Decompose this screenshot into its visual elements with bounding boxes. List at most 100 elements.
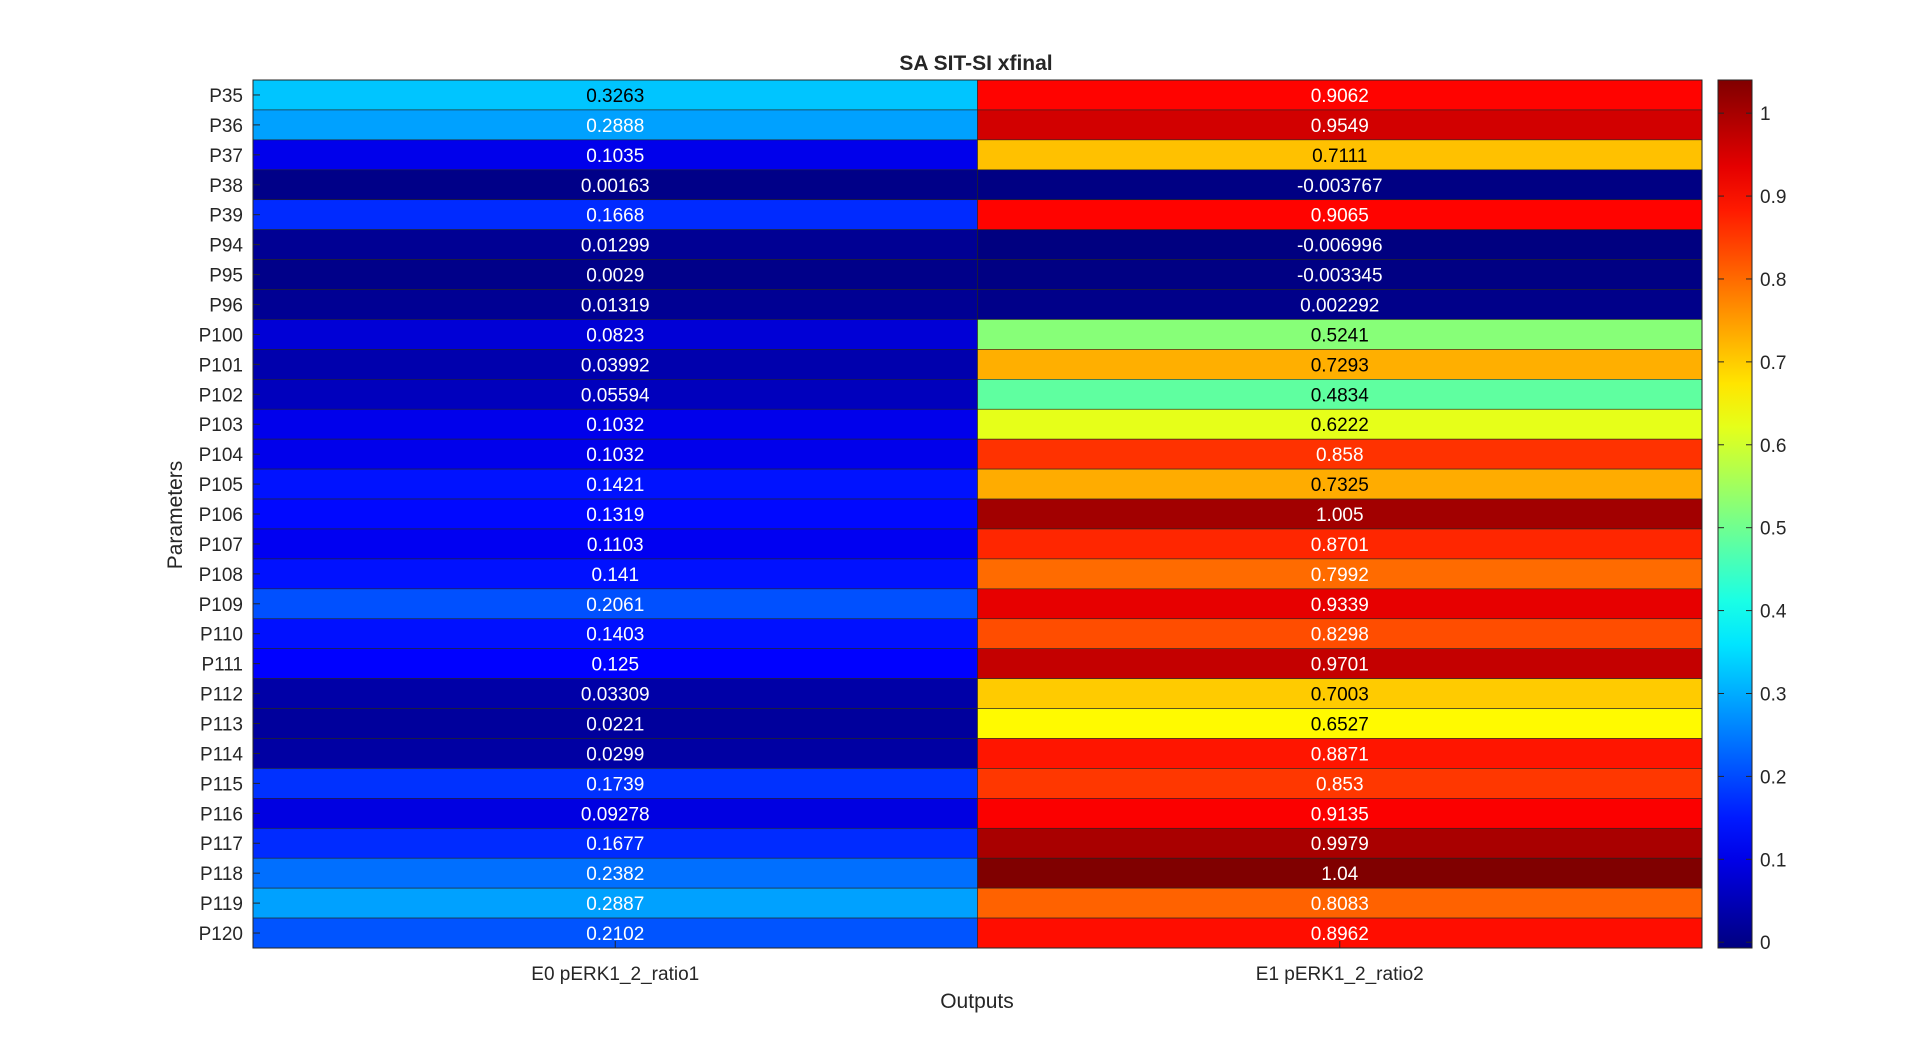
cell-value-label: 1.005 — [1316, 505, 1364, 526]
cell-value-label: 0.1032 — [586, 445, 644, 466]
row-label: P120 — [199, 924, 243, 945]
cell-value-label: 0.7992 — [1311, 565, 1369, 586]
colorbar-tick-label: 0.9 — [1760, 187, 1786, 208]
cell-value-label: 0.8871 — [1311, 744, 1369, 765]
cell-value-label: 0.03992 — [581, 355, 650, 376]
colorbar-tick-label: 0.8 — [1760, 270, 1786, 291]
cell-value-label: 0.1739 — [586, 774, 644, 795]
row-label: P95 — [209, 266, 243, 287]
row-label: P111 — [201, 655, 243, 676]
cell-value-label: 0.0299 — [586, 744, 644, 765]
cell-value-label: -0.003345 — [1297, 266, 1383, 287]
colorbar-tick-label: 1 — [1760, 104, 1771, 125]
cell-value-label: 0.1035 — [586, 146, 644, 167]
cell-value-label: 0.9701 — [1311, 655, 1369, 676]
row-label: P108 — [199, 565, 243, 586]
cell-value-label: 0.7325 — [1311, 475, 1369, 496]
cell-value-label: 0.8701 — [1311, 535, 1369, 556]
cell-value-label: 0.0029 — [586, 266, 644, 287]
row-label: P94 — [209, 236, 243, 257]
row-label: P116 — [200, 804, 243, 825]
colorbar-tick-label: 0.5 — [1760, 519, 1786, 540]
row-label: P109 — [199, 595, 243, 616]
cell-value-label: 0.2887 — [586, 894, 644, 915]
cell-value-label: 0.9339 — [1311, 595, 1369, 616]
cell-value-label: 0.5241 — [1311, 325, 1369, 346]
row-label: P39 — [209, 206, 243, 227]
colorbar-tick-label: 0.7 — [1760, 353, 1786, 374]
row-label: P104 — [199, 445, 244, 466]
cell-value-label: 0.2888 — [586, 116, 644, 137]
cell-value-label: 0.00163 — [581, 176, 650, 197]
cell-value-label: 0.4834 — [1311, 385, 1370, 406]
cell-value-label: 0.2061 — [586, 595, 644, 616]
column-label: E0 pERK1_2_ratio1 — [531, 964, 699, 985]
row-label: P100 — [199, 325, 243, 346]
cell-value-label: 0.1668 — [586, 206, 644, 227]
colorbar-tick-label: 0.6 — [1760, 436, 1786, 457]
row-label: P110 — [200, 625, 243, 646]
cell-value-label: 0.9065 — [1311, 206, 1369, 227]
row-label: P107 — [199, 535, 243, 556]
row-label: P114 — [200, 744, 243, 765]
cell-value-label: 0.9549 — [1311, 116, 1369, 137]
cell-value-label: 0.03309 — [581, 685, 650, 706]
cell-value-label: 0.9062 — [1311, 86, 1369, 107]
colorbar-tick-label: 0.3 — [1760, 684, 1786, 705]
cell-value-label: 0.05594 — [581, 385, 650, 406]
cell-value-label: 0.853 — [1316, 774, 1364, 795]
colorbar-tick-label: 0.4 — [1760, 602, 1787, 623]
heatmap-cells: 0.3263 0.9062 0.2888 0.9549 0.1035 0.7111 0.00… — [253, 80, 1702, 948]
column-label: E1 pERK1_2_ratio2 — [1256, 964, 1424, 985]
cell-value-label: 0.7003 — [1311, 685, 1369, 706]
row-label: P102 — [199, 385, 243, 406]
row-label: P101 — [199, 355, 243, 376]
colorbar-tick-label: 0.1 — [1760, 850, 1786, 871]
cell-value-label: 0.125 — [591, 655, 639, 676]
cell-value-label: 0.9135 — [1311, 804, 1369, 825]
colorbar-tick-label: 0.2 — [1760, 767, 1786, 788]
row-label: P37 — [209, 146, 243, 167]
cell-value-label: 0.1403 — [586, 625, 644, 646]
cell-value-label: 0.1103 — [587, 535, 644, 556]
y-axis-label: Parameters — [164, 461, 187, 570]
row-label: P106 — [199, 505, 243, 526]
row-label: P105 — [199, 475, 243, 496]
row-label: P38 — [209, 176, 243, 197]
cell-value-label: 0.6527 — [1311, 715, 1369, 736]
cell-value-label: 0.6222 — [1311, 415, 1369, 436]
cell-value-label: 0.1319 — [586, 505, 644, 526]
row-labels: P35 P36 P37 P38 P39 P94 P95 P96 P100 P101 P102 P103… — [199, 86, 260, 945]
cell-value-label: 0.858 — [1316, 445, 1364, 466]
cell-value-label: 0.141 — [591, 565, 639, 586]
cell-value-label: -0.003767 — [1297, 176, 1383, 197]
row-label: P35 — [209, 86, 243, 107]
cell-value-label: 0.7111 — [1312, 146, 1367, 167]
row-label: P117 — [200, 834, 243, 855]
cell-value-label: 0.8083 — [1311, 894, 1369, 915]
row-label: P103 — [199, 415, 243, 436]
cell-value-label: 0.9979 — [1311, 834, 1369, 855]
cell-value-label: 1.04 — [1321, 864, 1358, 885]
cell-value-label: 0.01319 — [581, 295, 650, 316]
cell-value-label: 0.01299 — [581, 236, 650, 257]
cell-value-label: 0.3263 — [586, 86, 644, 107]
row-label: P118 — [200, 864, 243, 885]
cell-value-label: 0.1032 — [586, 415, 644, 436]
row-label: P113 — [200, 715, 243, 736]
cell-value-label: 0.0823 — [586, 325, 644, 346]
cell-value-label: -0.006996 — [1297, 236, 1383, 257]
cell-value-label: 0.7293 — [1311, 355, 1369, 376]
cell-value-label: 0.1677 — [586, 834, 644, 855]
chart-title: SA SIT-SI xfinal — [899, 52, 1052, 75]
row-label: P115 — [200, 774, 243, 795]
row-label: P36 — [209, 116, 243, 137]
row-label: P119 — [200, 894, 243, 915]
cell-value-label: 0.1421 — [586, 475, 644, 496]
cell-value-label: 0.2382 — [586, 864, 644, 885]
colorbar — [1718, 80, 1752, 948]
row-label: P96 — [209, 295, 243, 316]
colorbar-tick-label: 0 — [1760, 933, 1771, 954]
row-label: P112 — [200, 685, 243, 706]
